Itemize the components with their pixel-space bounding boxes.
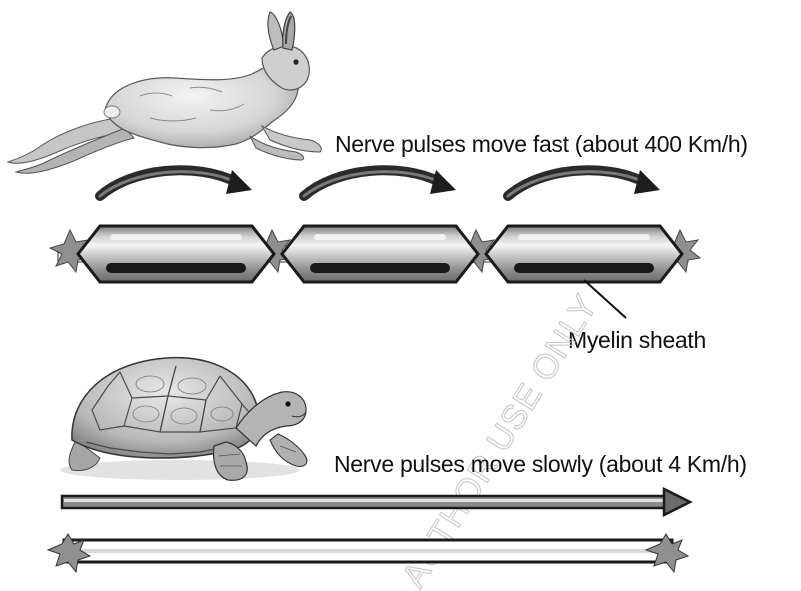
tortoise-icon bbox=[60, 356, 308, 481]
saltatory-arrow-1 bbox=[95, 165, 252, 201]
saltatory-arrow-2 bbox=[299, 165, 456, 201]
fast-conduction-label: Nerve pulses move fast (about 400 Km/h) bbox=[335, 131, 748, 157]
myelin-sheath-label: Myelin sheath bbox=[568, 327, 706, 353]
myelin-segment-3 bbox=[484, 224, 684, 284]
continuous-conduction-arrow bbox=[60, 486, 693, 518]
unmyelinated-axon-end-right bbox=[644, 533, 690, 574]
saltatory-arrow-3 bbox=[503, 165, 660, 201]
unmyelinated-axon-end-left bbox=[46, 533, 92, 574]
myelin-segment-2 bbox=[280, 224, 480, 284]
unmyelinated-axon bbox=[46, 533, 690, 574]
myelin-leader-line bbox=[583, 279, 627, 319]
saltatory-arrows bbox=[95, 165, 660, 201]
slow-conduction-label: Nerve pulses move slowly (about 4 Km/h) bbox=[334, 451, 747, 477]
myelin-segment-1 bbox=[76, 224, 276, 284]
hare-icon bbox=[6, 11, 322, 174]
myelinated-axon bbox=[48, 224, 702, 284]
